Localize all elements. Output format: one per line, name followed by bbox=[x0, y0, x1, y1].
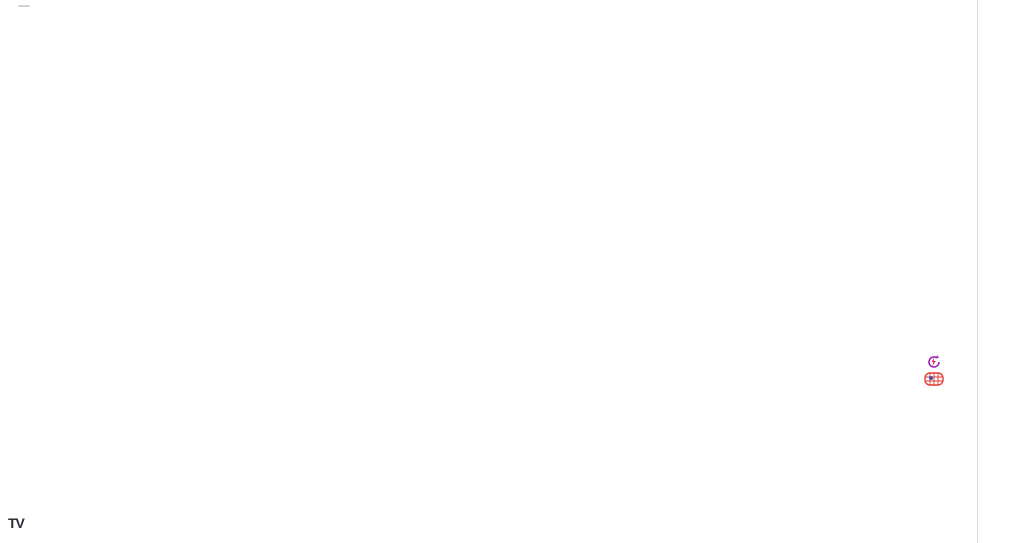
interval-label[interactable] bbox=[18, 5, 30, 7]
grid-globe-icon[interactable] bbox=[924, 372, 944, 386]
refresh-bolt-icon[interactable] bbox=[925, 353, 943, 371]
interval-selector[interactable] bbox=[14, 5, 30, 7]
tradingview-logo[interactable]: TV bbox=[8, 515, 25, 531]
indicator-icons bbox=[922, 353, 946, 386]
price-axis[interactable] bbox=[977, 0, 1024, 543]
